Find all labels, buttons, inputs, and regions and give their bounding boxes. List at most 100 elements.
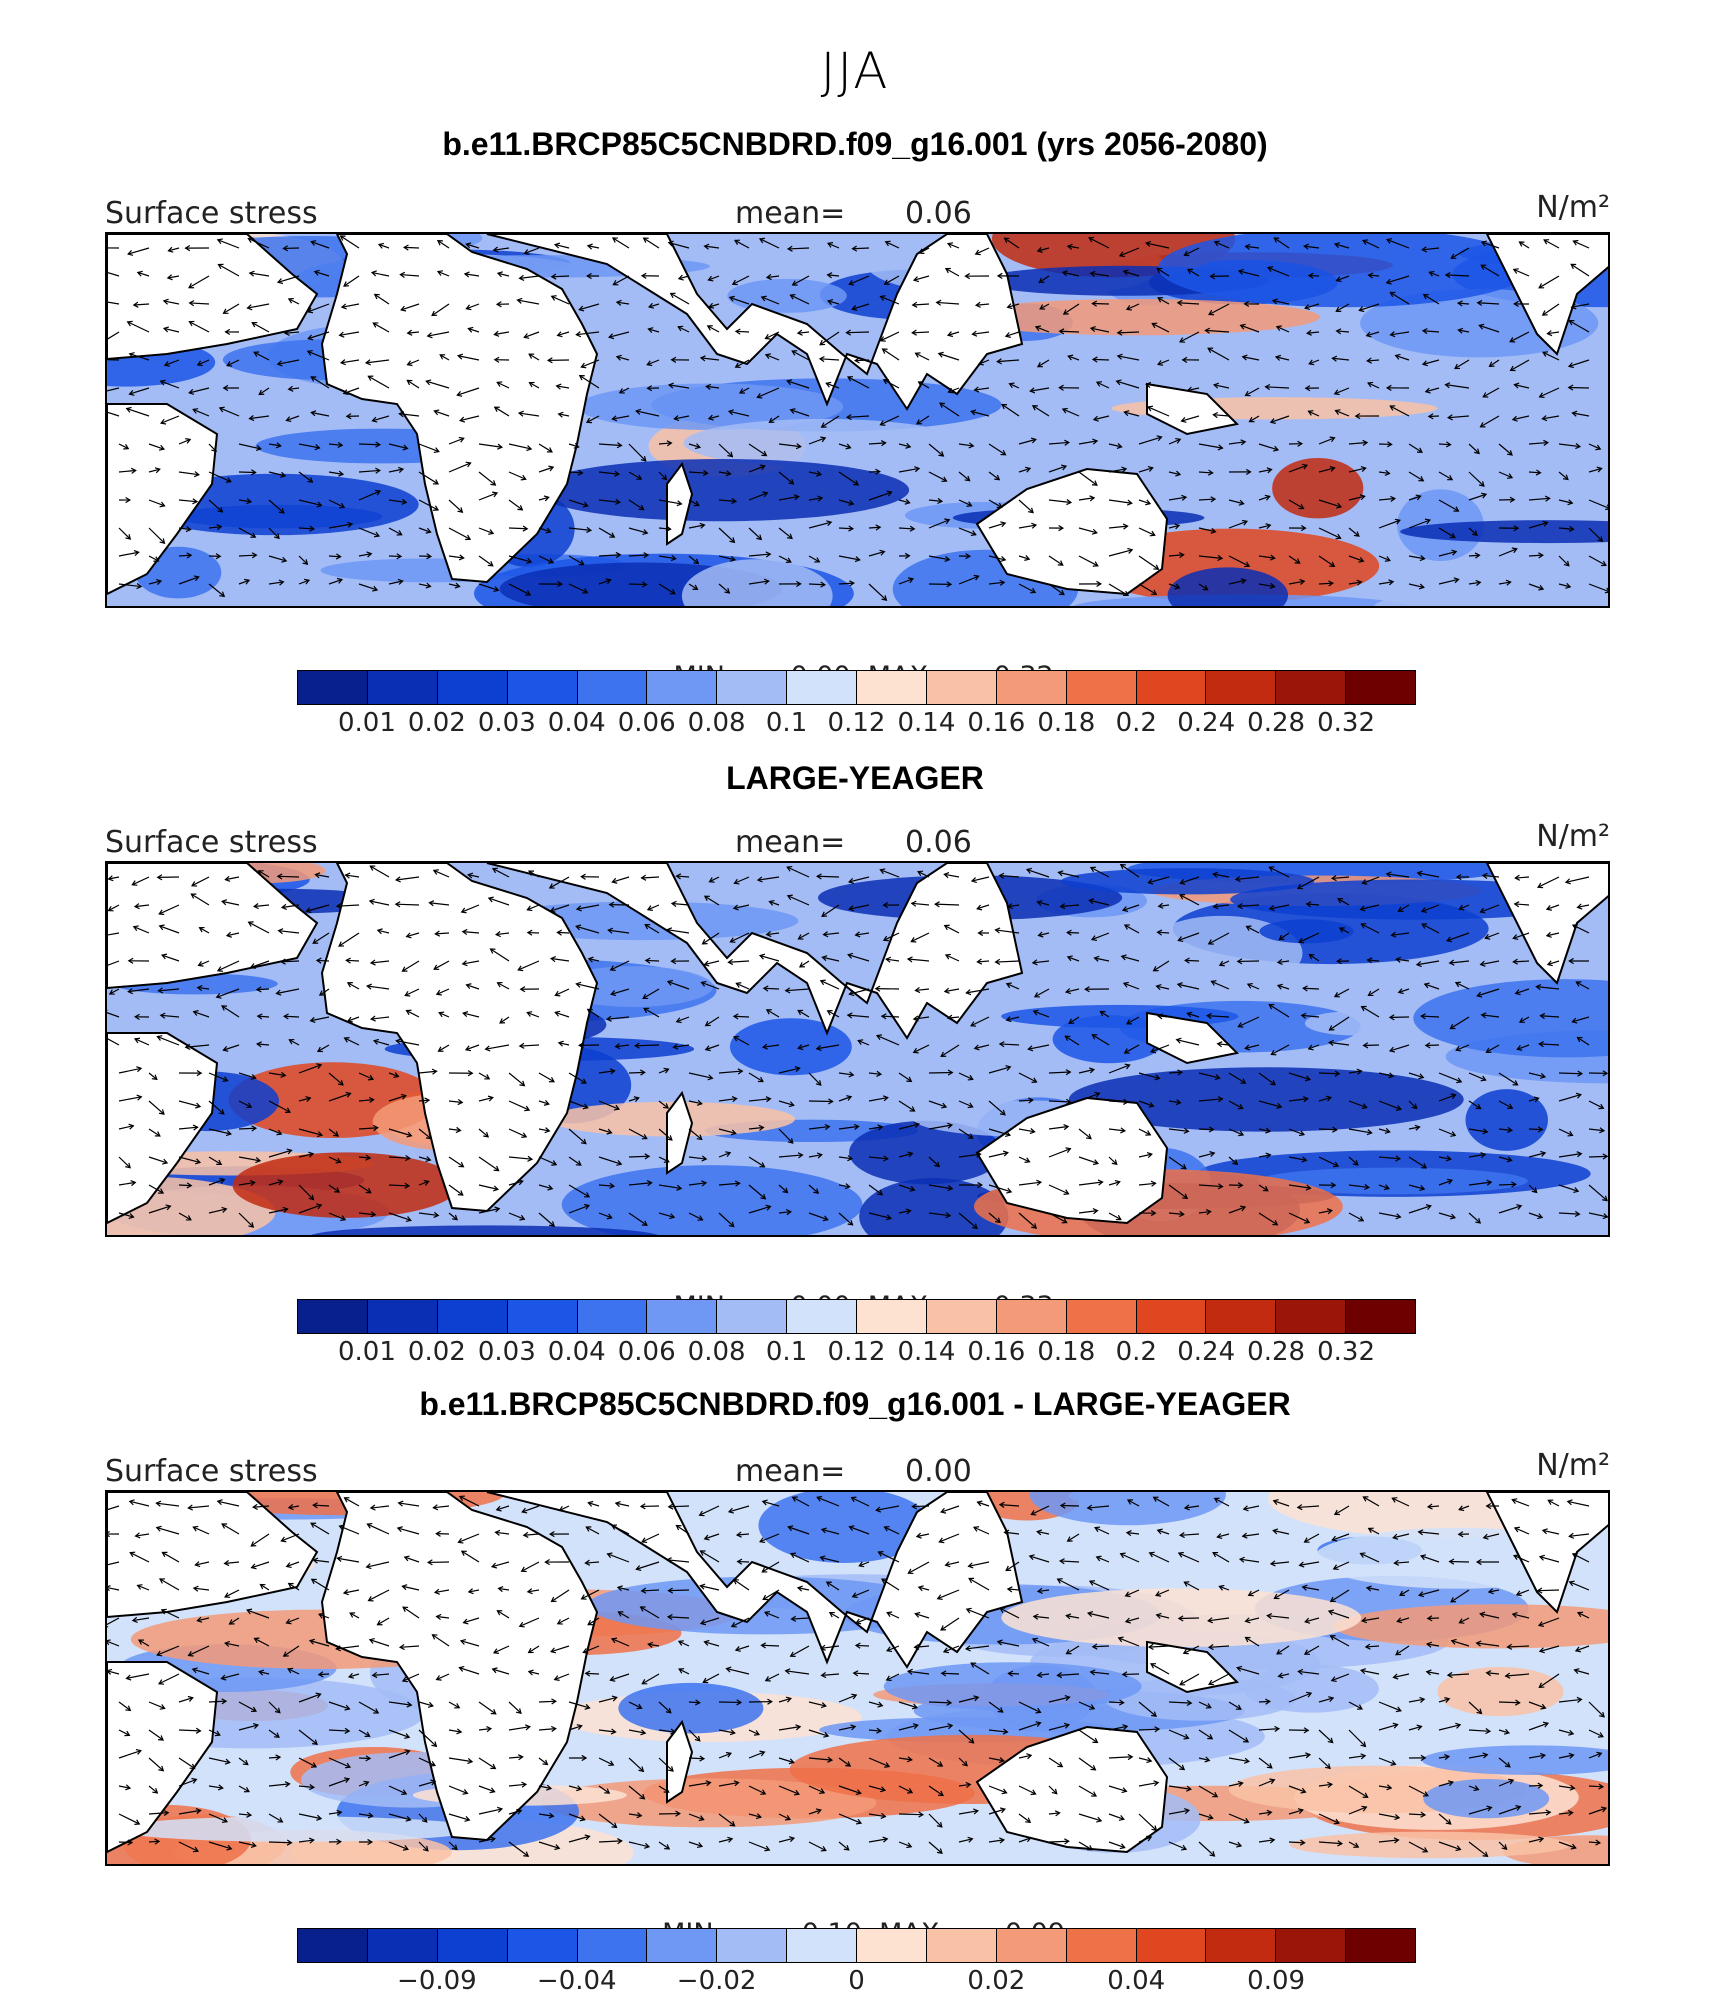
panel-2-colorbar — [297, 1299, 1416, 1334]
panel-1-colorbar-ticks: 0.01 0.02 0.03 0.04 0.06 0.08 0.1 0.12 0.14 0.16 0… — [297, 708, 1416, 740]
panel-2: Surface stress mean= 0.06 N/m² — [105, 819, 1610, 1237]
colorbar-swatch — [1276, 1300, 1347, 1333]
panel-1-title: b.e11.BRCP85C5CNBDRD.f09_g16.001 (yrs 20… — [442, 126, 1268, 162]
colorbar-tick-label: −0.04 — [536, 1966, 617, 1996]
colorbar-swatch — [1066, 671, 1137, 704]
colorbar-tick-label: 0.2 — [1115, 1337, 1157, 1367]
colorbar-tick-label: 0.06 — [617, 1337, 676, 1367]
colorbar-tick-label: 0.02 — [407, 1337, 466, 1367]
colorbar-tick-label: 0.2 — [1115, 708, 1157, 738]
panel-1-units: N/m² — [1536, 190, 1610, 225]
colorbar-swatch — [1066, 1929, 1137, 1962]
colorbar-swatch — [1346, 1300, 1415, 1333]
season-title: JJA — [820, 42, 890, 100]
colorbar-tick-label: 0.18 — [1037, 1337, 1096, 1367]
panel-3-colorbar-ticks: −0.09 −0.04 −0.02 0 0.02 0.04 0.09 — [297, 1966, 1416, 1998]
colorbar-tick-label: 0.18 — [1037, 708, 1096, 738]
colorbar-swatch — [507, 671, 578, 704]
colorbar-swatch — [857, 671, 927, 704]
panel-2-units: N/m² — [1536, 819, 1610, 854]
colorbar-swatch — [857, 1929, 927, 1962]
colorbar-swatch — [926, 1929, 997, 1962]
panel-2-colorbar-ticks: 0.01 0.02 0.03 0.04 0.06 0.08 0.1 0.12 0.14 0.16 0… — [297, 1337, 1416, 1369]
panel-2-title: LARGE-YEAGER — [726, 760, 984, 796]
panel-3-units: N/m² — [1536, 1448, 1610, 1483]
colorbar-swatch — [926, 1300, 997, 1333]
colorbar-tick-label: 0 — [848, 1966, 865, 1996]
colorbar-tick-label: 0.14 — [897, 708, 956, 738]
colorbar-swatch — [1136, 671, 1207, 704]
colorbar-swatch — [507, 1929, 578, 1962]
colorbar-tick-label: 0.03 — [477, 708, 536, 738]
panel-1: Surface stress mean= 0.06 N/m² — [105, 190, 1610, 608]
colorbar-tick-label: 0.01 — [337, 1337, 396, 1367]
colorbar-swatch — [717, 671, 788, 704]
colorbar-tick-label: 0.32 — [1317, 708, 1376, 738]
colorbar-swatch — [1346, 1929, 1415, 1962]
colorbar-tick-label: 0.12 — [827, 708, 886, 738]
colorbar-tick-label: 0.1 — [765, 1337, 808, 1367]
colorbar-tick-label: 0.02 — [407, 708, 466, 738]
colorbar-swatch — [367, 1929, 438, 1962]
colorbar-swatch — [647, 1300, 718, 1333]
colorbar-tick-label: 0.28 — [1247, 1337, 1306, 1367]
colorbar-swatch — [647, 1929, 718, 1962]
colorbar-swatch — [437, 1929, 508, 1962]
colorbar-tick-label: 0.16 — [967, 708, 1026, 738]
colorbar-swatch — [507, 1300, 578, 1333]
colorbar-swatch — [1206, 671, 1277, 704]
colorbar-swatch — [437, 1300, 508, 1333]
colorbar-swatch — [996, 671, 1067, 704]
colorbar-tick-label: 0.04 — [547, 1337, 606, 1367]
colorbar-tick-label: 0.32 — [1317, 1337, 1376, 1367]
panel-1-mean-value: 0.06 — [905, 196, 972, 231]
colorbar-swatch — [298, 1929, 368, 1962]
panel-1-map — [105, 232, 1610, 608]
colorbar-tick-label: 0.01 — [337, 708, 396, 738]
panel-1-colorbar — [297, 670, 1416, 705]
colorbar-swatch — [367, 1300, 438, 1333]
colorbar-tick-label: 0.02 — [967, 1966, 1026, 1996]
colorbar-swatch — [298, 1300, 368, 1333]
colorbar-swatch — [1206, 1929, 1277, 1962]
colorbar-swatch — [996, 1300, 1067, 1333]
colorbar-swatch — [787, 1300, 857, 1333]
colorbar-tick-label: 0.08 — [687, 708, 746, 738]
colorbar-tick-label: −0.02 — [676, 1966, 757, 1996]
panel-2-mean-label: mean= — [735, 825, 846, 860]
panel-3: Surface stress mean= 0.00 N/m² — [105, 1448, 1610, 1866]
panel-1-mean-label: mean= — [735, 196, 846, 231]
colorbar-tick-label: 0.16 — [967, 1337, 1026, 1367]
colorbar-tick-label: 0.03 — [477, 1337, 536, 1367]
colorbar-swatch — [926, 671, 997, 704]
colorbar-tick-label: 0.09 — [1247, 1966, 1306, 1996]
colorbar-swatch — [577, 671, 648, 704]
colorbar-tick-label: 0.12 — [827, 1337, 886, 1367]
panel-3-colorbar — [297, 1928, 1416, 1963]
colorbar-swatch — [367, 671, 438, 704]
colorbar-swatch — [996, 1929, 1067, 1962]
colorbar-swatch — [1066, 1300, 1137, 1333]
colorbar-swatch — [1276, 671, 1347, 704]
colorbar-tick-label: 0.08 — [687, 1337, 746, 1367]
panel-2-mean-value: 0.06 — [905, 825, 972, 860]
panel-3-map — [105, 1490, 1610, 1866]
colorbar-tick-label: 0.24 — [1177, 708, 1236, 738]
colorbar-swatch — [787, 671, 857, 704]
colorbar-tick-label: −0.09 — [397, 1966, 477, 1996]
colorbar-swatch — [717, 1929, 788, 1962]
colorbar-tick-label: 0.04 — [1107, 1966, 1166, 1996]
colorbar-swatch — [577, 1929, 648, 1962]
colorbar-swatch — [787, 1929, 857, 1962]
panel-2-map — [105, 861, 1610, 1237]
colorbar-swatch — [1206, 1300, 1277, 1333]
panel-3-mean-label: mean= — [735, 1454, 846, 1489]
colorbar-swatch — [857, 1300, 927, 1333]
panel-1-variable-label: Surface stress — [105, 196, 318, 231]
colorbar-swatch — [1276, 1929, 1347, 1962]
colorbar-swatch — [1136, 1929, 1207, 1962]
colorbar-swatch — [577, 1300, 648, 1333]
panel-3-variable-label: Surface stress — [105, 1454, 318, 1489]
colorbar-swatch — [717, 1300, 788, 1333]
colorbar-tick-label: 0.14 — [897, 1337, 956, 1367]
